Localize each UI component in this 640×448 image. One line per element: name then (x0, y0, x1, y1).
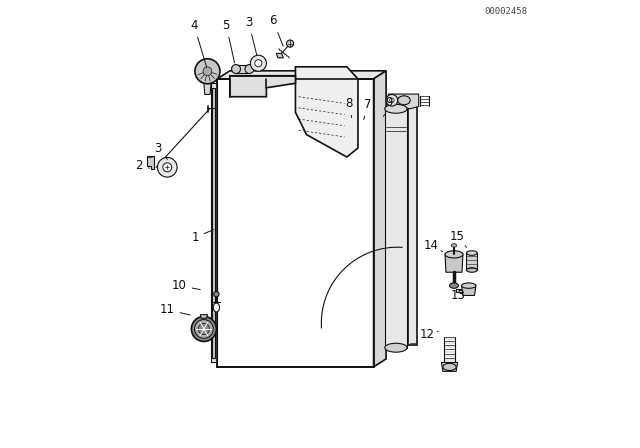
Polygon shape (296, 67, 358, 157)
Ellipse shape (232, 65, 241, 73)
Polygon shape (276, 53, 284, 58)
Ellipse shape (157, 157, 177, 177)
Ellipse shape (385, 343, 407, 352)
Polygon shape (217, 79, 374, 367)
Polygon shape (408, 98, 417, 345)
Text: 14: 14 (423, 239, 443, 252)
Polygon shape (461, 286, 476, 296)
Ellipse shape (203, 67, 212, 76)
Ellipse shape (255, 60, 262, 67)
Polygon shape (445, 254, 463, 272)
Ellipse shape (213, 303, 220, 312)
Ellipse shape (467, 268, 477, 272)
Polygon shape (388, 94, 419, 109)
Polygon shape (200, 314, 207, 318)
Text: 8: 8 (346, 97, 353, 118)
Polygon shape (467, 253, 477, 270)
Ellipse shape (250, 55, 266, 71)
Polygon shape (442, 362, 458, 371)
Text: 15: 15 (450, 230, 467, 247)
Polygon shape (217, 71, 386, 79)
Ellipse shape (245, 65, 254, 73)
Polygon shape (374, 71, 386, 367)
Polygon shape (204, 83, 211, 95)
Ellipse shape (195, 319, 213, 338)
Ellipse shape (191, 316, 216, 341)
Text: 1: 1 (191, 229, 214, 244)
Text: 3: 3 (245, 16, 257, 55)
Ellipse shape (214, 292, 219, 297)
Polygon shape (212, 88, 215, 358)
Ellipse shape (386, 95, 397, 106)
Ellipse shape (385, 104, 407, 113)
Ellipse shape (198, 323, 209, 335)
Text: 2: 2 (136, 159, 149, 172)
Text: 11: 11 (160, 303, 190, 316)
Text: 3: 3 (155, 142, 167, 159)
Text: 10: 10 (172, 279, 200, 292)
Ellipse shape (163, 163, 172, 172)
Polygon shape (230, 76, 296, 97)
Ellipse shape (461, 283, 476, 289)
Ellipse shape (390, 98, 394, 103)
Text: 4: 4 (190, 19, 207, 67)
Ellipse shape (397, 96, 410, 105)
Ellipse shape (449, 283, 458, 289)
Ellipse shape (195, 59, 220, 84)
Ellipse shape (443, 363, 456, 370)
Text: 13: 13 (451, 289, 466, 302)
Polygon shape (236, 65, 250, 73)
Ellipse shape (467, 251, 477, 255)
Text: 6: 6 (269, 14, 284, 46)
Ellipse shape (451, 244, 457, 247)
Ellipse shape (287, 40, 294, 47)
Polygon shape (385, 109, 407, 348)
Ellipse shape (445, 251, 463, 258)
Polygon shape (211, 83, 217, 362)
Text: 00002458: 00002458 (484, 7, 527, 16)
Polygon shape (147, 155, 154, 169)
Text: 9: 9 (383, 96, 393, 116)
Text: 12: 12 (420, 328, 438, 341)
Text: 5: 5 (223, 19, 234, 63)
Text: 7: 7 (364, 98, 372, 120)
